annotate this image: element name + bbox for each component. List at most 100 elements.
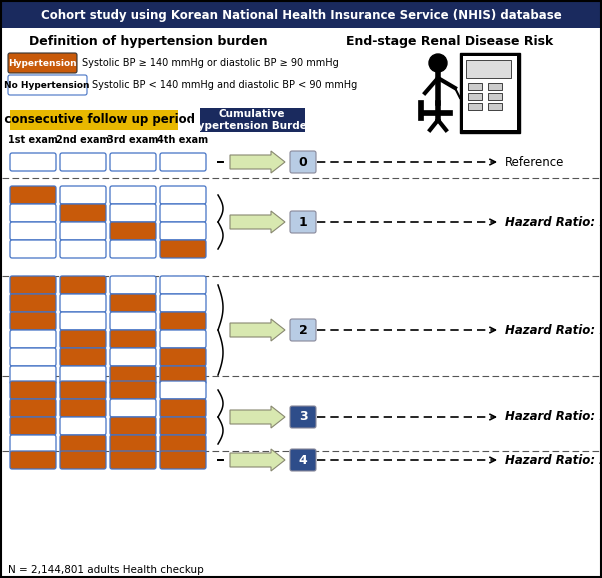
FancyBboxPatch shape — [10, 417, 56, 435]
FancyBboxPatch shape — [60, 222, 106, 240]
Bar — [460, 53, 520, 133]
Text: 2nd exam: 2nd exam — [56, 135, 110, 145]
Text: Hazard Ratio: 1.54: Hazard Ratio: 1.54 — [505, 324, 602, 336]
FancyBboxPatch shape — [10, 366, 56, 384]
FancyBboxPatch shape — [110, 435, 156, 453]
Text: 3: 3 — [299, 410, 307, 424]
Text: N = 2,144,801 adults Health checkup: N = 2,144,801 adults Health checkup — [8, 565, 203, 575]
FancyBboxPatch shape — [110, 276, 156, 294]
FancyBboxPatch shape — [10, 330, 56, 348]
FancyBboxPatch shape — [160, 366, 206, 384]
FancyBboxPatch shape — [160, 204, 206, 222]
FancyBboxPatch shape — [160, 417, 206, 435]
Bar — [468, 103, 482, 110]
FancyBboxPatch shape — [60, 240, 106, 258]
FancyBboxPatch shape — [290, 211, 316, 233]
FancyBboxPatch shape — [60, 417, 106, 435]
Text: Hazard Ratio: 1.51: Hazard Ratio: 1.51 — [505, 410, 602, 424]
FancyBboxPatch shape — [60, 366, 106, 384]
Bar — [488, 93, 502, 100]
FancyBboxPatch shape — [60, 435, 106, 453]
Polygon shape — [230, 211, 285, 233]
FancyBboxPatch shape — [10, 399, 56, 417]
FancyBboxPatch shape — [10, 294, 56, 312]
FancyBboxPatch shape — [60, 381, 106, 399]
FancyBboxPatch shape — [10, 312, 56, 330]
FancyBboxPatch shape — [110, 204, 156, 222]
FancyBboxPatch shape — [10, 451, 56, 469]
FancyBboxPatch shape — [160, 294, 206, 312]
FancyBboxPatch shape — [8, 75, 87, 95]
Bar — [10, 110, 178, 130]
Text: 2: 2 — [299, 324, 308, 336]
Text: Hazard Ratio: 1.35: Hazard Ratio: 1.35 — [505, 216, 602, 228]
FancyBboxPatch shape — [110, 222, 156, 240]
FancyBboxPatch shape — [160, 153, 206, 171]
Polygon shape — [230, 406, 285, 428]
Bar — [468, 83, 482, 90]
FancyBboxPatch shape — [110, 348, 156, 366]
FancyBboxPatch shape — [160, 186, 206, 204]
FancyBboxPatch shape — [60, 186, 106, 204]
Bar — [2, 2, 600, 28]
FancyBboxPatch shape — [10, 204, 56, 222]
Text: 4 consecutive follow up period: 4 consecutive follow up period — [0, 113, 196, 127]
Text: Hazard Ratio: 2.28: Hazard Ratio: 2.28 — [505, 454, 602, 466]
FancyBboxPatch shape — [10, 240, 56, 258]
Bar — [200, 108, 305, 132]
FancyBboxPatch shape — [60, 348, 106, 366]
Bar — [463, 56, 517, 130]
Text: Systolic BP < 140 mmHg and diastolic BP < 90 mmHg: Systolic BP < 140 mmHg and diastolic BP … — [92, 80, 357, 90]
FancyBboxPatch shape — [10, 153, 56, 171]
Text: Reference: Reference — [505, 155, 565, 169]
Polygon shape — [230, 151, 285, 173]
FancyBboxPatch shape — [160, 451, 206, 469]
FancyBboxPatch shape — [110, 417, 156, 435]
FancyBboxPatch shape — [60, 451, 106, 469]
Text: 0: 0 — [299, 155, 308, 169]
FancyBboxPatch shape — [160, 276, 206, 294]
FancyBboxPatch shape — [10, 435, 56, 453]
Bar — [488, 103, 502, 110]
FancyBboxPatch shape — [10, 222, 56, 240]
Bar — [488, 83, 502, 90]
Text: Systolic BP ≥ 140 mmHg or diastolic BP ≥ 90 mmHg: Systolic BP ≥ 140 mmHg or diastolic BP ≥… — [82, 58, 339, 68]
FancyBboxPatch shape — [110, 312, 156, 330]
Polygon shape — [230, 319, 285, 341]
Polygon shape — [230, 449, 285, 471]
Bar — [418, 100, 423, 120]
Text: Cohort study using Korean National Health Insurance Service (NHIS) database: Cohort study using Korean National Healt… — [40, 9, 562, 21]
FancyBboxPatch shape — [10, 348, 56, 366]
FancyBboxPatch shape — [110, 381, 156, 399]
FancyBboxPatch shape — [10, 276, 56, 294]
FancyBboxPatch shape — [160, 312, 206, 330]
Text: End-stage Renal Disease Risk: End-stage Renal Disease Risk — [346, 35, 554, 49]
Text: Hypertension: Hypertension — [8, 58, 76, 68]
FancyBboxPatch shape — [160, 435, 206, 453]
FancyBboxPatch shape — [110, 330, 156, 348]
FancyBboxPatch shape — [60, 330, 106, 348]
FancyBboxPatch shape — [110, 366, 156, 384]
FancyBboxPatch shape — [290, 151, 316, 173]
Text: 3rd exam: 3rd exam — [107, 135, 159, 145]
FancyBboxPatch shape — [10, 381, 56, 399]
FancyBboxPatch shape — [8, 53, 77, 73]
Text: Cumulative
Hypertension Burden: Cumulative Hypertension Burden — [190, 109, 315, 131]
FancyBboxPatch shape — [60, 153, 106, 171]
FancyBboxPatch shape — [160, 381, 206, 399]
Text: 4th exam: 4th exam — [158, 135, 208, 145]
Text: 4: 4 — [299, 454, 308, 466]
FancyBboxPatch shape — [10, 186, 56, 204]
Bar — [468, 93, 482, 100]
FancyBboxPatch shape — [160, 330, 206, 348]
FancyBboxPatch shape — [110, 240, 156, 258]
FancyBboxPatch shape — [110, 153, 156, 171]
FancyBboxPatch shape — [160, 399, 206, 417]
FancyBboxPatch shape — [60, 204, 106, 222]
FancyBboxPatch shape — [160, 222, 206, 240]
FancyBboxPatch shape — [160, 240, 206, 258]
FancyBboxPatch shape — [110, 399, 156, 417]
FancyBboxPatch shape — [60, 399, 106, 417]
FancyBboxPatch shape — [60, 312, 106, 330]
Bar — [422, 110, 452, 115]
